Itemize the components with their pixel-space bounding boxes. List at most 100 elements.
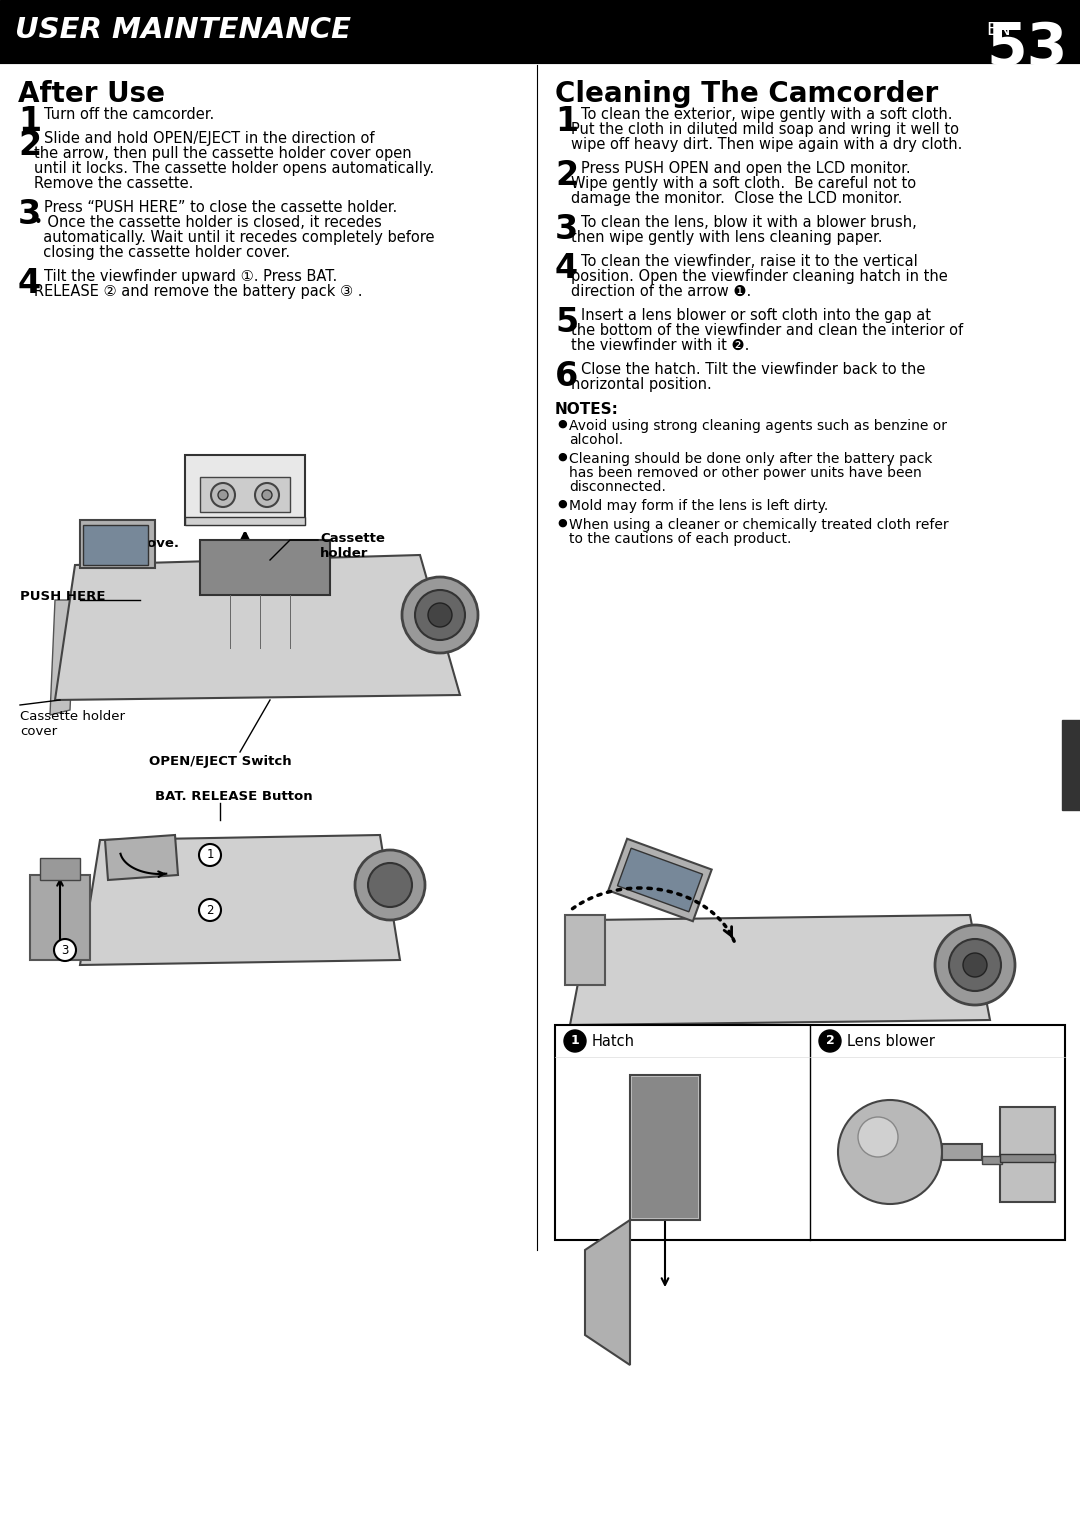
Bar — [1000, 1107, 1055, 1202]
Text: Cassette holder
cover: Cassette holder cover — [21, 710, 125, 737]
Text: damage the monitor.  Close the LCD monitor.: damage the monitor. Close the LCD monito… — [571, 192, 903, 205]
Circle shape — [963, 954, 987, 977]
Circle shape — [199, 898, 221, 921]
Text: position. Open the viewfinder cleaning hatch in the: position. Open the viewfinder cleaning h… — [571, 268, 948, 284]
Circle shape — [54, 940, 76, 961]
Bar — [1000, 1154, 1055, 1162]
Text: direction of the arrow ❶.: direction of the arrow ❶. — [571, 284, 752, 299]
Text: the arrow, then pull the cassette holder cover open: the arrow, then pull the cassette holder… — [33, 146, 411, 161]
Polygon shape — [608, 839, 712, 921]
Text: 4: 4 — [555, 251, 578, 285]
Text: Close the hatch. Tilt the viewfinder back to the: Close the hatch. Tilt the viewfinder bac… — [581, 362, 926, 377]
Text: Turn off the camcorder.: Turn off the camcorder. — [44, 107, 214, 123]
Text: Mold may form if the lens is left dirty.: Mold may form if the lens is left dirty. — [569, 500, 828, 514]
Text: 6: 6 — [555, 360, 578, 392]
Bar — [630, 1075, 700, 1220]
Bar — [0, 0, 1080, 60]
Circle shape — [415, 590, 465, 639]
Circle shape — [428, 602, 453, 627]
Text: 1: 1 — [18, 104, 41, 138]
Text: Cleaning should be done only after the battery pack: Cleaning should be done only after the b… — [569, 452, 932, 466]
Text: automatically. Wait until it recedes completely before: automatically. Wait until it recedes com… — [33, 230, 434, 245]
Text: until it locks. The cassette holder opens automatically.: until it locks. The cassette holder open… — [33, 161, 434, 176]
Circle shape — [211, 483, 235, 507]
Circle shape — [949, 940, 1001, 990]
Text: BAT. RELEASE Button: BAT. RELEASE Button — [156, 789, 312, 803]
Text: NOTES:: NOTES: — [555, 402, 619, 417]
Text: 1: 1 — [555, 104, 578, 138]
Text: ●: ● — [557, 518, 567, 527]
Text: 4: 4 — [18, 267, 41, 300]
Bar — [80, 520, 156, 569]
Text: 5: 5 — [555, 307, 578, 339]
Text: 2: 2 — [206, 903, 214, 917]
Text: the bottom of the viewfinder and clean the interior of: the bottom of the viewfinder and clean t… — [571, 323, 963, 337]
Polygon shape — [570, 915, 990, 1026]
Bar — [982, 1156, 1002, 1164]
Bar — [565, 915, 605, 986]
Circle shape — [262, 491, 272, 500]
Text: After Use: After Use — [18, 80, 165, 107]
Text: Put the cloth in diluted mild soap and wring it well to: Put the cloth in diluted mild soap and w… — [571, 123, 959, 136]
Circle shape — [402, 576, 478, 653]
Bar — [942, 1144, 982, 1160]
Circle shape — [838, 1101, 942, 1203]
Circle shape — [199, 845, 221, 866]
Text: disconnected.: disconnected. — [569, 480, 666, 494]
Text: When using a cleaner or chemically treated cloth refer: When using a cleaner or chemically treat… — [569, 518, 948, 532]
Text: 2: 2 — [825, 1035, 835, 1047]
Text: ●: ● — [557, 452, 567, 461]
Text: 3: 3 — [555, 213, 578, 245]
Text: 1: 1 — [570, 1035, 579, 1047]
Text: USER MAINTENANCE: USER MAINTENANCE — [15, 15, 351, 44]
Text: 2: 2 — [555, 159, 578, 192]
Text: Cleaning The Camcorder: Cleaning The Camcorder — [555, 80, 939, 107]
Text: closing the cassette holder cover.: closing the cassette holder cover. — [33, 245, 291, 261]
Text: 3: 3 — [62, 943, 69, 957]
Text: 3: 3 — [18, 198, 41, 231]
Text: Insert a lens blower or soft cloth into the gap at: Insert a lens blower or soft cloth into … — [581, 308, 931, 323]
Text: PUSH HERE: PUSH HERE — [21, 590, 106, 602]
Bar — [30, 875, 90, 960]
Text: the viewfinder with it ❷.: the viewfinder with it ❷. — [571, 337, 750, 353]
Text: EN: EN — [986, 21, 1011, 38]
Bar — [185, 517, 305, 524]
Bar — [185, 455, 305, 524]
Bar — [555, 1026, 1065, 1240]
Polygon shape — [80, 835, 400, 964]
Text: Slide and hold OPEN/EJECT in the direction of: Slide and hold OPEN/EJECT in the directi… — [44, 130, 375, 146]
Text: RELEASE ② and remove the battery pack ③ .: RELEASE ② and remove the battery pack ③ … — [33, 284, 363, 299]
Text: Remove the cassette.: Remove the cassette. — [33, 176, 193, 192]
Text: alcohol.: alcohol. — [569, 432, 623, 448]
Bar — [1062, 721, 1080, 809]
Polygon shape — [105, 835, 178, 880]
Text: ●: ● — [557, 500, 567, 509]
Circle shape — [935, 924, 1015, 1006]
Text: Press “PUSH HERE” to close the cassette holder.: Press “PUSH HERE” to close the cassette … — [44, 199, 397, 215]
Text: 2: 2 — [18, 129, 41, 162]
Text: Wipe gently with a soft cloth.  Be careful not to: Wipe gently with a soft cloth. Be carefu… — [571, 176, 916, 192]
Text: Avoid using strong cleaning agents such as benzine or: Avoid using strong cleaning agents such … — [569, 419, 947, 432]
Text: Tilt the viewfinder upward ①. Press BAT.: Tilt the viewfinder upward ①. Press BAT. — [44, 268, 337, 284]
Bar — [632, 1078, 698, 1219]
Text: Lens blower: Lens blower — [847, 1033, 935, 1049]
Circle shape — [564, 1030, 586, 1052]
Text: to the cautions of each product.: to the cautions of each product. — [569, 532, 792, 546]
Bar — [200, 477, 291, 512]
Text: Hatch: Hatch — [592, 1033, 635, 1049]
Text: has been removed or other power units have been: has been removed or other power units ha… — [569, 466, 921, 480]
Text: Remove.: Remove. — [114, 537, 180, 550]
Circle shape — [255, 483, 279, 507]
Polygon shape — [50, 599, 75, 714]
Text: To clean the exterior, wipe gently with a soft cloth.: To clean the exterior, wipe gently with … — [581, 107, 953, 123]
Text: Cassette
holder: Cassette holder — [320, 532, 384, 560]
Text: then wipe gently with lens cleaning paper.: then wipe gently with lens cleaning pape… — [571, 230, 882, 245]
Text: ●: ● — [557, 419, 567, 429]
Circle shape — [355, 849, 426, 920]
Polygon shape — [585, 1220, 630, 1364]
Text: OPEN/EJECT Switch: OPEN/EJECT Switch — [149, 754, 292, 768]
Text: To clean the lens, blow it with a blower brush,: To clean the lens, blow it with a blower… — [581, 215, 917, 230]
Text: 53: 53 — [987, 20, 1068, 77]
Polygon shape — [618, 848, 703, 912]
Text: wipe off heavy dirt. Then wipe again with a dry cloth.: wipe off heavy dirt. Then wipe again wit… — [571, 136, 962, 152]
